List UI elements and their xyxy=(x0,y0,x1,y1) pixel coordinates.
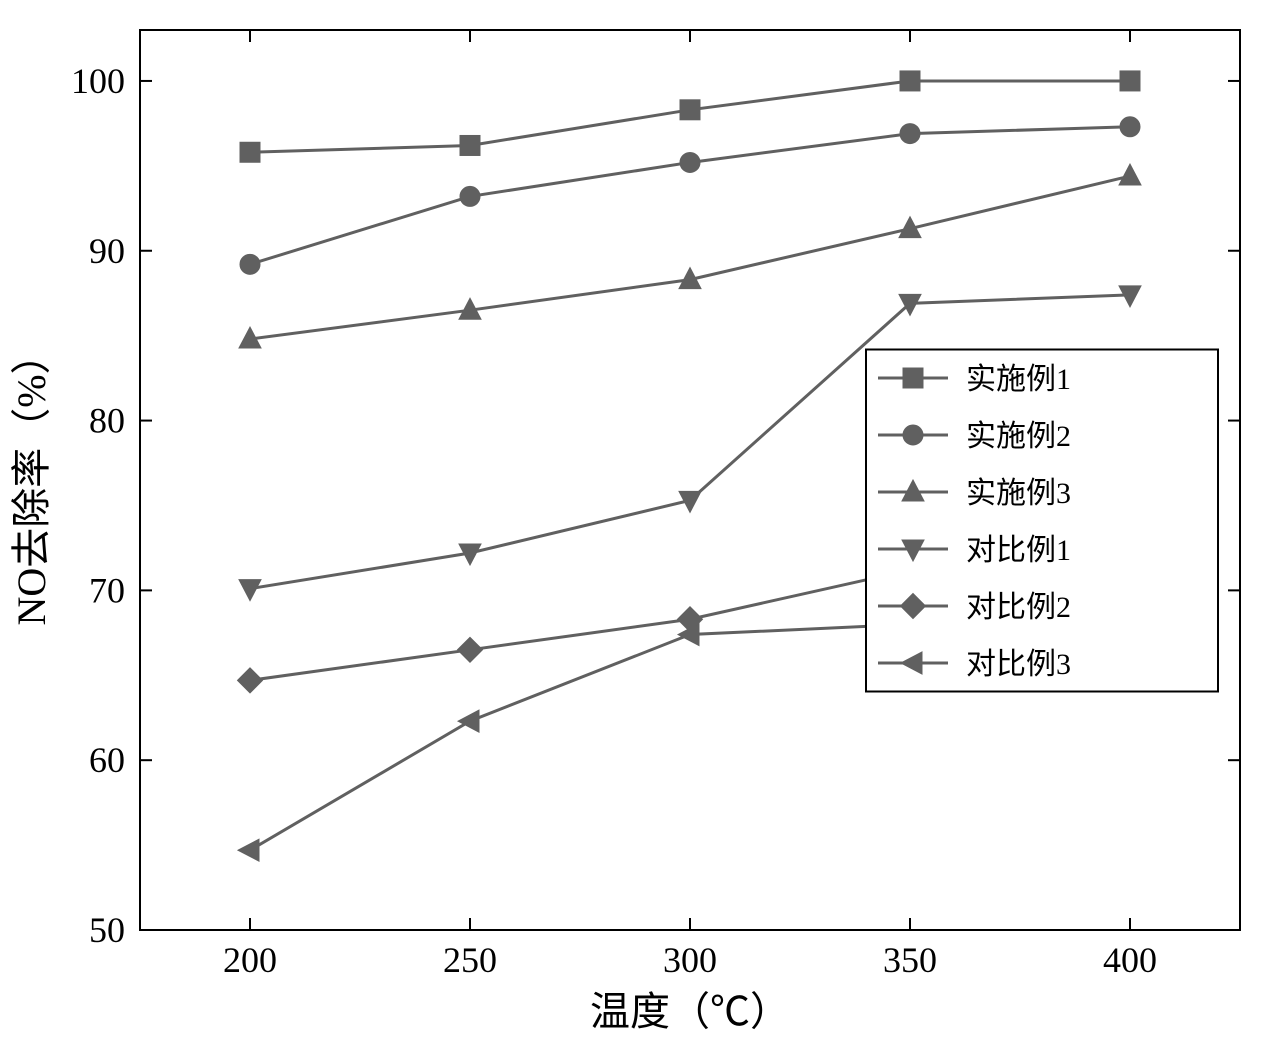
legend-box xyxy=(866,350,1218,692)
circle-marker-icon xyxy=(1120,117,1140,137)
triangle-up-marker-icon xyxy=(1119,164,1141,185)
triangle-left-marker-icon xyxy=(458,710,479,732)
y-tick-label: 70 xyxy=(89,570,125,610)
diamond-marker-icon xyxy=(238,668,263,693)
data-series xyxy=(239,164,1141,348)
x-tick-label: 350 xyxy=(883,940,937,980)
data-series xyxy=(240,117,1140,275)
legend-label: 实施例3 xyxy=(966,477,1071,510)
circle-marker-icon xyxy=(240,254,260,274)
square-marker-icon xyxy=(903,368,923,388)
x-tick-label: 300 xyxy=(663,940,717,980)
circle-marker-icon xyxy=(900,124,920,144)
x-axis-title: 温度（℃） xyxy=(590,989,790,1034)
y-tick-label: 50 xyxy=(89,910,125,950)
x-tick-label: 200 xyxy=(223,940,277,980)
legend-label: 对比例1 xyxy=(966,534,1071,567)
series-line xyxy=(250,176,1130,339)
y-tick-label: 100 xyxy=(71,61,125,101)
x-tick-label: 400 xyxy=(1103,940,1157,980)
y-axis-title: NO去除率（%） xyxy=(9,334,54,625)
square-marker-icon xyxy=(680,100,700,120)
y-tick-label: 80 xyxy=(89,401,125,441)
x-tick-label: 250 xyxy=(443,940,497,980)
chart-container: 200 250 300 350 400 50 60 70 80 90 100 温度（℃） NO去除率（%… xyxy=(0,0,1281,1052)
line-chart: 200 250 300 350 400 50 60 70 80 90 100 温度（℃） NO去除率（%… xyxy=(0,0,1281,1052)
legend: 实施例1 实施例2 实施例3 对比例1 对比例2 对比例3 xyxy=(866,350,1218,692)
triangle-down-marker-icon xyxy=(239,580,261,601)
square-marker-icon xyxy=(240,142,260,162)
y-tick-label: 60 xyxy=(89,740,125,780)
circle-marker-icon xyxy=(680,152,700,172)
data-series xyxy=(240,71,1140,162)
legend-label: 实施例1 xyxy=(966,363,1071,396)
legend-label: 对比例2 xyxy=(966,591,1071,624)
square-marker-icon xyxy=(1120,71,1140,91)
circle-marker-icon xyxy=(903,425,923,445)
square-marker-icon xyxy=(900,71,920,91)
legend-label: 实施例2 xyxy=(966,420,1071,453)
y-tick-label: 90 xyxy=(89,231,125,271)
circle-marker-icon xyxy=(460,186,480,206)
square-marker-icon xyxy=(460,135,480,155)
diamond-marker-icon xyxy=(458,637,483,662)
triangle-left-marker-icon xyxy=(238,839,259,861)
legend-label: 对比例3 xyxy=(966,648,1071,681)
